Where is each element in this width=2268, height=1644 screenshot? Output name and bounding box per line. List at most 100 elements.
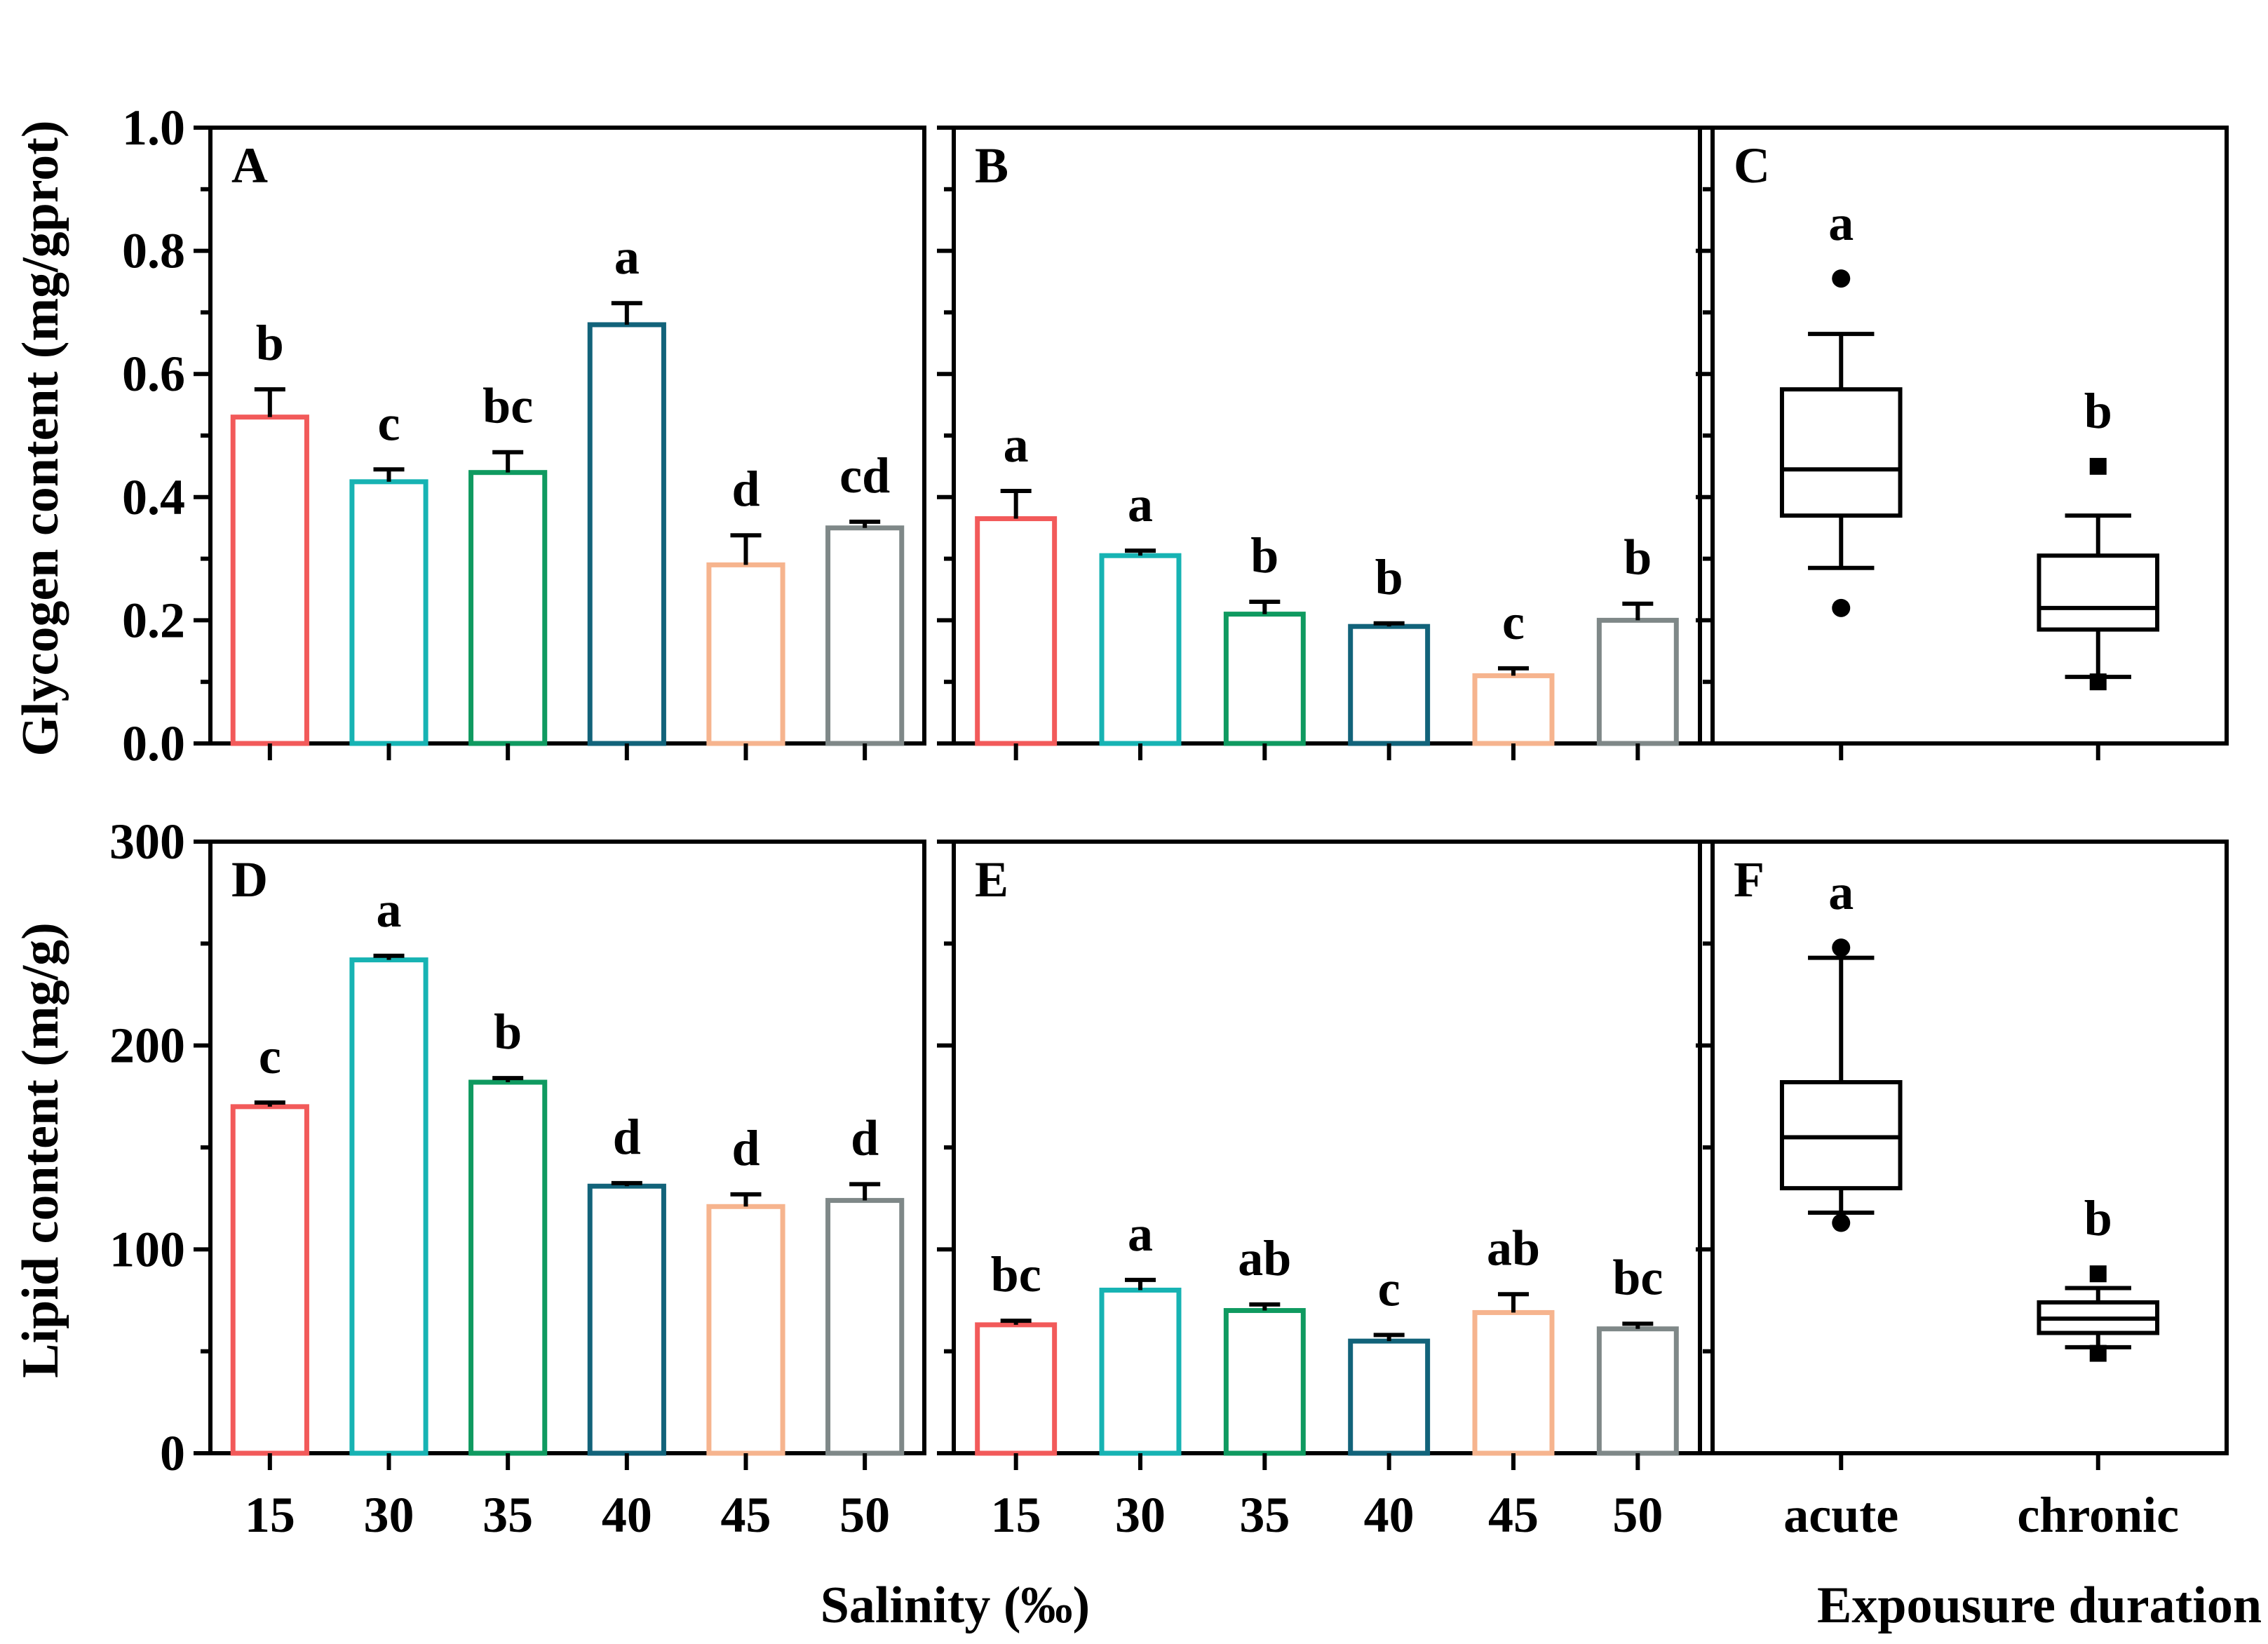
x-tick-label: 35 xyxy=(482,1487,533,1543)
bar-15 xyxy=(975,516,1058,746)
significance-letter: a xyxy=(1828,864,1854,920)
bar-40 xyxy=(587,322,666,746)
significance-letter: cd xyxy=(839,447,890,504)
x-tick-label: 30 xyxy=(1115,1487,1166,1543)
bar-40 xyxy=(1348,1338,1431,1456)
row2-ylabel: Lipid content (mg/g) xyxy=(12,922,69,1378)
outlier-point xyxy=(2089,457,2107,475)
duration-xlabel: Expousure duration xyxy=(1817,1577,2262,1634)
significance-letter: c xyxy=(259,1028,281,1084)
significance-letter: a xyxy=(614,229,640,285)
panel-letter: A xyxy=(231,137,268,194)
x-tick-label: 45 xyxy=(1488,1487,1539,1543)
y-tick-label: 1.0 xyxy=(122,100,185,156)
x-tick-label: 35 xyxy=(1239,1487,1290,1543)
panel-c: Ca b xyxy=(1696,126,2229,760)
bar-45 xyxy=(1472,673,1555,746)
panel-d: D 0 100 200 300 c 15 a 30 b 35 d 40 d 45 d 50 xyxy=(109,814,926,1543)
significance-letter: c xyxy=(1378,1260,1400,1316)
row1-ylabel: Glycogen content (mg/gprot) xyxy=(12,120,69,756)
bar-35 xyxy=(1223,1308,1306,1456)
bar-35 xyxy=(468,470,548,746)
panel-letter: F xyxy=(1734,851,1764,908)
bar-45 xyxy=(1472,1309,1555,1456)
bar-30 xyxy=(1099,553,1182,746)
y-tick-label: 0 xyxy=(160,1425,185,1481)
panel-frame xyxy=(952,126,1702,746)
bar-40 xyxy=(1348,624,1431,746)
bar-35 xyxy=(468,1079,548,1456)
significance-letter: b xyxy=(2084,383,2112,439)
outlier-point xyxy=(1832,938,1851,957)
significance-letter: bc xyxy=(1612,1249,1663,1305)
significance-letter: bc xyxy=(482,378,533,434)
significance-letter: a xyxy=(1128,476,1153,532)
outlier-point xyxy=(1832,598,1851,617)
significance-letter: d xyxy=(851,1110,879,1166)
significance-letter: d xyxy=(613,1109,641,1165)
x-tick-label: 50 xyxy=(839,1487,890,1543)
significance-letter: a xyxy=(1828,195,1854,251)
outlier-point xyxy=(1832,269,1851,288)
bar-45 xyxy=(706,1204,785,1456)
box-acute xyxy=(1779,387,1903,518)
panel-letter: C xyxy=(1734,137,1770,194)
bar-30 xyxy=(349,479,428,746)
x-tick-label: 15 xyxy=(991,1487,1041,1543)
y-tick-label: 100 xyxy=(109,1221,185,1277)
x-tick-label: 45 xyxy=(721,1487,771,1543)
bar-50 xyxy=(1596,1326,1679,1456)
significance-letter: c xyxy=(1502,594,1525,650)
significance-letter: ab xyxy=(1238,1230,1291,1286)
x-tick-label: 15 xyxy=(245,1487,295,1543)
y-tick-label: 0.8 xyxy=(122,223,185,279)
bar-30 xyxy=(1099,1287,1182,1456)
panel-frame xyxy=(952,840,1702,1455)
bar-30 xyxy=(349,957,428,1456)
x-tick-label: 40 xyxy=(602,1487,652,1543)
significance-letter: a xyxy=(1128,1206,1153,1262)
x-tick-label: chronic xyxy=(2017,1487,2179,1543)
bar-40 xyxy=(587,1183,666,1456)
bar-35 xyxy=(1223,612,1306,746)
bar-15 xyxy=(230,1104,309,1456)
box-chronic xyxy=(2037,553,2160,632)
x-tick-label: 50 xyxy=(1612,1487,1663,1543)
significance-letter: b xyxy=(1375,549,1403,605)
significance-letter: a xyxy=(1004,417,1029,473)
x-tick-label: 30 xyxy=(364,1487,414,1543)
outlier-point xyxy=(2089,673,2107,691)
significance-letter: a xyxy=(377,882,402,938)
bar-50 xyxy=(1596,617,1679,746)
salinity-xlabel: Salinity (‰) xyxy=(821,1577,1090,1634)
bar-50 xyxy=(825,525,905,746)
significance-letter: d xyxy=(731,461,760,517)
significance-letter: ab xyxy=(1487,1220,1540,1276)
bar-15 xyxy=(975,1322,1058,1456)
panel-b: Ba a b b c b xyxy=(937,126,1702,760)
significance-letter: d xyxy=(731,1120,760,1176)
outlier-point xyxy=(1832,1213,1851,1232)
y-tick-label: 200 xyxy=(109,1018,185,1074)
significance-letter: c xyxy=(378,395,400,451)
significance-letter: b xyxy=(2084,1190,2112,1246)
y-tick-label: 0.2 xyxy=(122,592,185,648)
outlier-point xyxy=(2089,1345,2107,1362)
x-tick-label: acute xyxy=(1783,1487,1898,1543)
outlier-point xyxy=(2089,1265,2107,1283)
y-tick-label: 0.6 xyxy=(122,346,185,402)
significance-letter: b xyxy=(1250,527,1278,584)
panel-e: Ebc 15 a 30 ab 35 c 40 ab 45 bc 50 xyxy=(937,840,1702,1543)
panel-letter: D xyxy=(231,851,268,908)
significance-letter: b xyxy=(1624,530,1652,586)
y-tick-label: 300 xyxy=(109,814,185,870)
bar-50 xyxy=(825,1198,905,1456)
bar-45 xyxy=(706,562,785,746)
significance-letter: bc xyxy=(991,1246,1041,1302)
panel-letter: E xyxy=(975,851,1008,908)
panel-frame xyxy=(208,840,926,1455)
y-tick-label: 0.0 xyxy=(122,715,185,772)
panel-frame xyxy=(208,126,926,746)
